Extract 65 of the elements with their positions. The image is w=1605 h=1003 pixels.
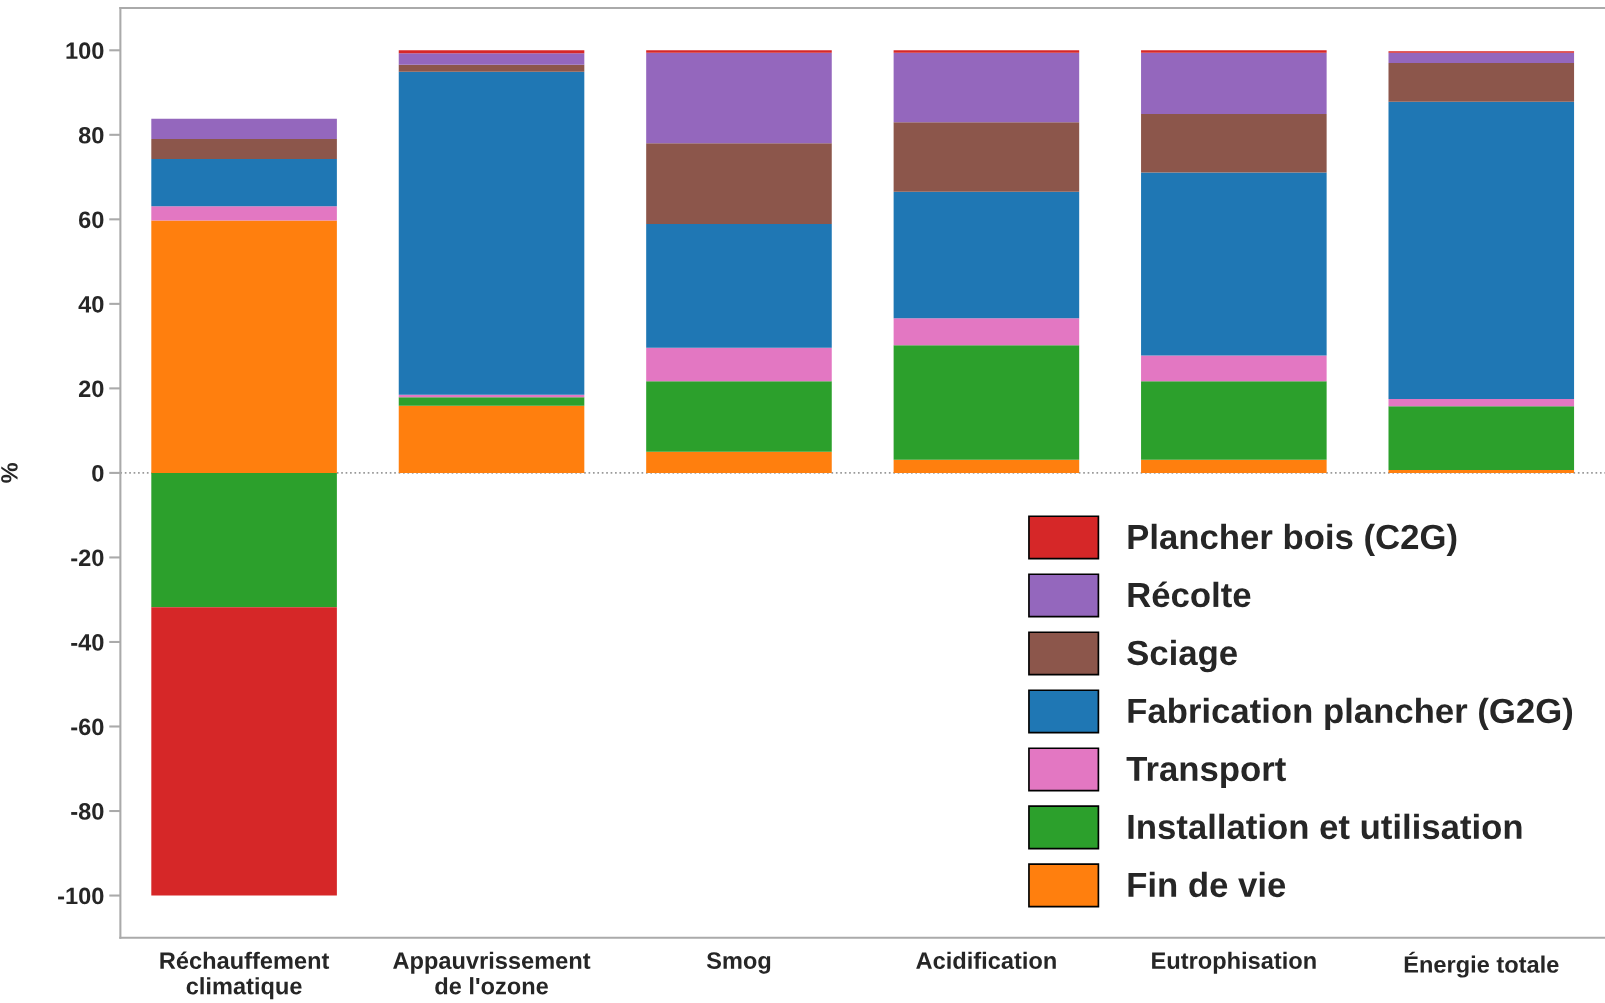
y-tick-label: 0 [92, 464, 104, 482]
y-tick-label: -40 [71, 634, 104, 651]
bar [151, 607, 337, 896]
bar [398, 53, 585, 65]
legend-label: Installation et utilisation [1128, 813, 1522, 840]
y-tick-label: -20 [71, 549, 104, 567]
y-tick-label: -60 [71, 718, 104, 736]
bar [151, 472, 337, 608]
bar [398, 405, 585, 473]
bar [893, 52, 1080, 123]
y-tick-label: 40 [78, 295, 104, 313]
bar [1388, 52, 1575, 63]
legend-label: Sciage [1127, 639, 1237, 673]
bar [893, 50, 1080, 53]
x-tick-label: Smog [706, 952, 771, 974]
y-tick-label: 20 [78, 380, 104, 398]
bar [1141, 355, 1327, 382]
bar [646, 50, 832, 53]
legend-label: Transport [1126, 756, 1286, 789]
bar [1388, 101, 1575, 399]
bar [398, 397, 585, 406]
bar [646, 381, 832, 452]
bar [151, 139, 337, 159]
bar [646, 52, 832, 144]
bar [893, 191, 1080, 319]
bar [646, 223, 832, 348]
x-tick-label: Appauvrissement de l'ozone [393, 951, 591, 995]
bar [1141, 114, 1327, 173]
legend-label: Fin de vie [1128, 871, 1286, 898]
x-tick-label: Réchauffement climatique [160, 951, 330, 1000]
bar [151, 118, 337, 140]
bar [646, 347, 832, 382]
bar [1388, 62, 1575, 102]
bar [398, 71, 585, 395]
bar [1141, 50, 1327, 53]
bar [893, 345, 1080, 460]
bar [1388, 398, 1575, 407]
y-tick-label: 100 [66, 42, 104, 60]
y-tick-label: -100 [58, 887, 104, 905]
bar [893, 122, 1080, 192]
bar [893, 459, 1080, 473]
bar [646, 451, 832, 473]
bar [893, 318, 1080, 346]
bar [646, 143, 832, 224]
bar [151, 220, 337, 473]
bar [1141, 52, 1327, 115]
legend-label: Fabrication plancher (G2G) [1128, 697, 1573, 731]
bar [1388, 406, 1575, 470]
bar [1141, 459, 1327, 473]
y-axis-title: % [1, 463, 18, 483]
bar [1141, 172, 1327, 356]
legend-label: Récolte [1128, 581, 1251, 608]
bar [151, 158, 337, 207]
x-tick-label: Eutrophisation [1152, 951, 1316, 974]
bar [398, 50, 585, 54]
y-tick-label: -80 [71, 803, 104, 820]
bar [151, 206, 337, 221]
legend-label: Plancher bois (C2G) [1128, 523, 1457, 557]
bar [1141, 381, 1327, 460]
y-tick-label: 60 [79, 211, 104, 229]
x-tick-label: Énergie totale [1404, 951, 1559, 978]
y-tick-label: 80 [78, 126, 104, 144]
bar [398, 64, 585, 72]
x-tick-label: Acidification [916, 951, 1056, 970]
bar [1388, 469, 1575, 473]
